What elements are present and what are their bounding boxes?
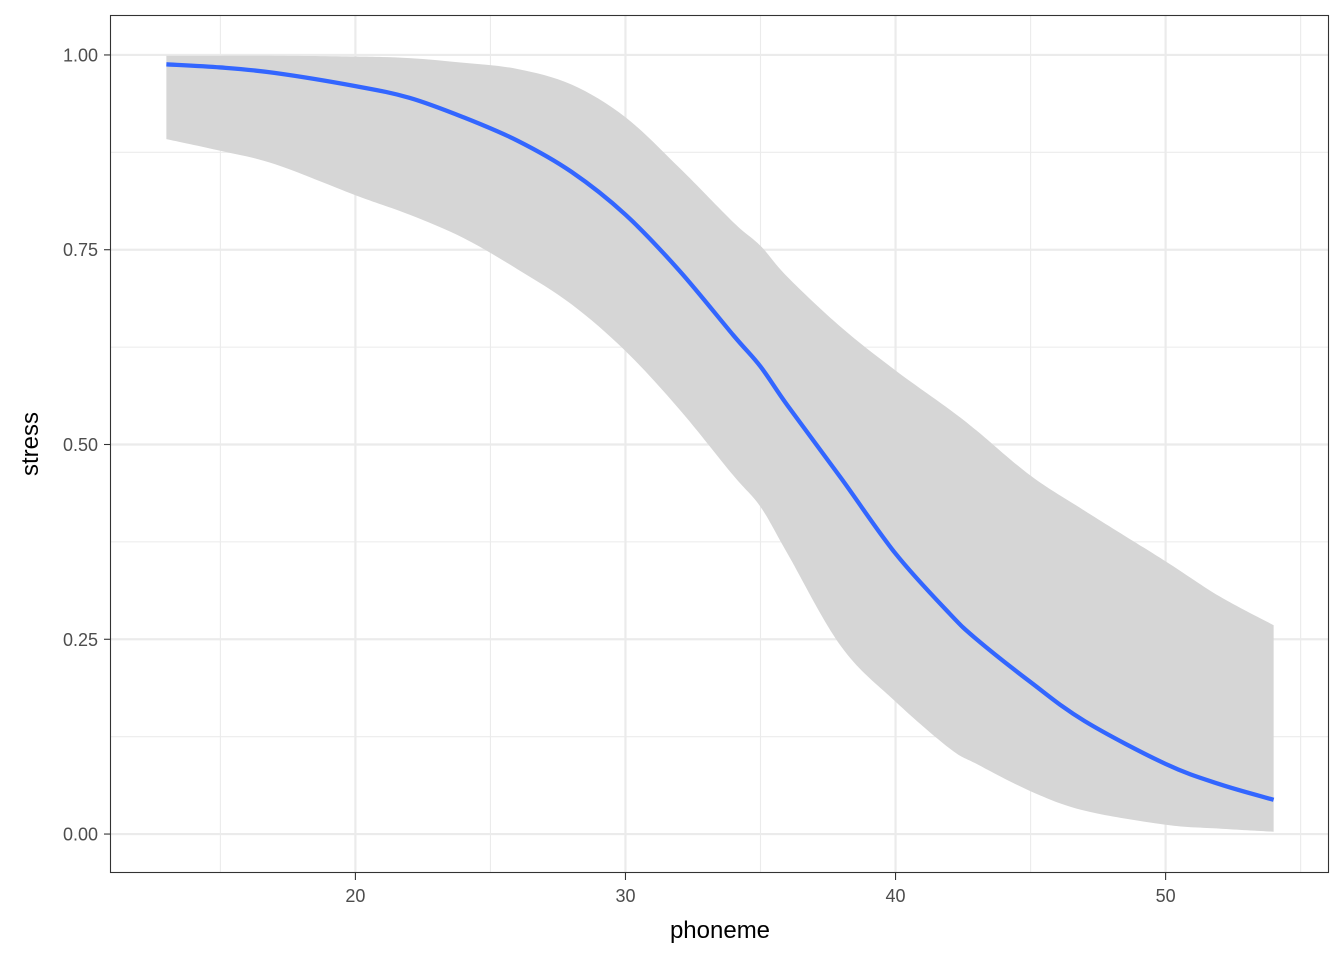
confidence-band (166, 55, 1274, 832)
x-tick-label: 50 (1156, 886, 1176, 906)
x-tick-label: 20 (345, 886, 365, 906)
y-tick-label: 0.00 (63, 825, 98, 845)
y-tick-label: 0.75 (63, 240, 98, 260)
trend-line (166, 62, 1275, 802)
y-tick-label: 0.25 (63, 630, 98, 650)
y-tick-label: 0.50 (63, 435, 98, 455)
y-tick-label: 1.00 (63, 45, 98, 65)
x-tick-label: 30 (615, 886, 635, 906)
x-axis-ticks: 20 30 40 50 (345, 873, 1176, 906)
y-axis-ticks: 0.00 0.25 0.50 0.75 1.00 (63, 45, 111, 845)
fitted-line (166, 62, 1275, 802)
confidence-ribbon (166, 55, 1274, 832)
y-axis-title: stress (17, 412, 44, 476)
x-axis-title: phoneme (670, 917, 770, 944)
x-tick-label: 40 (886, 886, 906, 906)
